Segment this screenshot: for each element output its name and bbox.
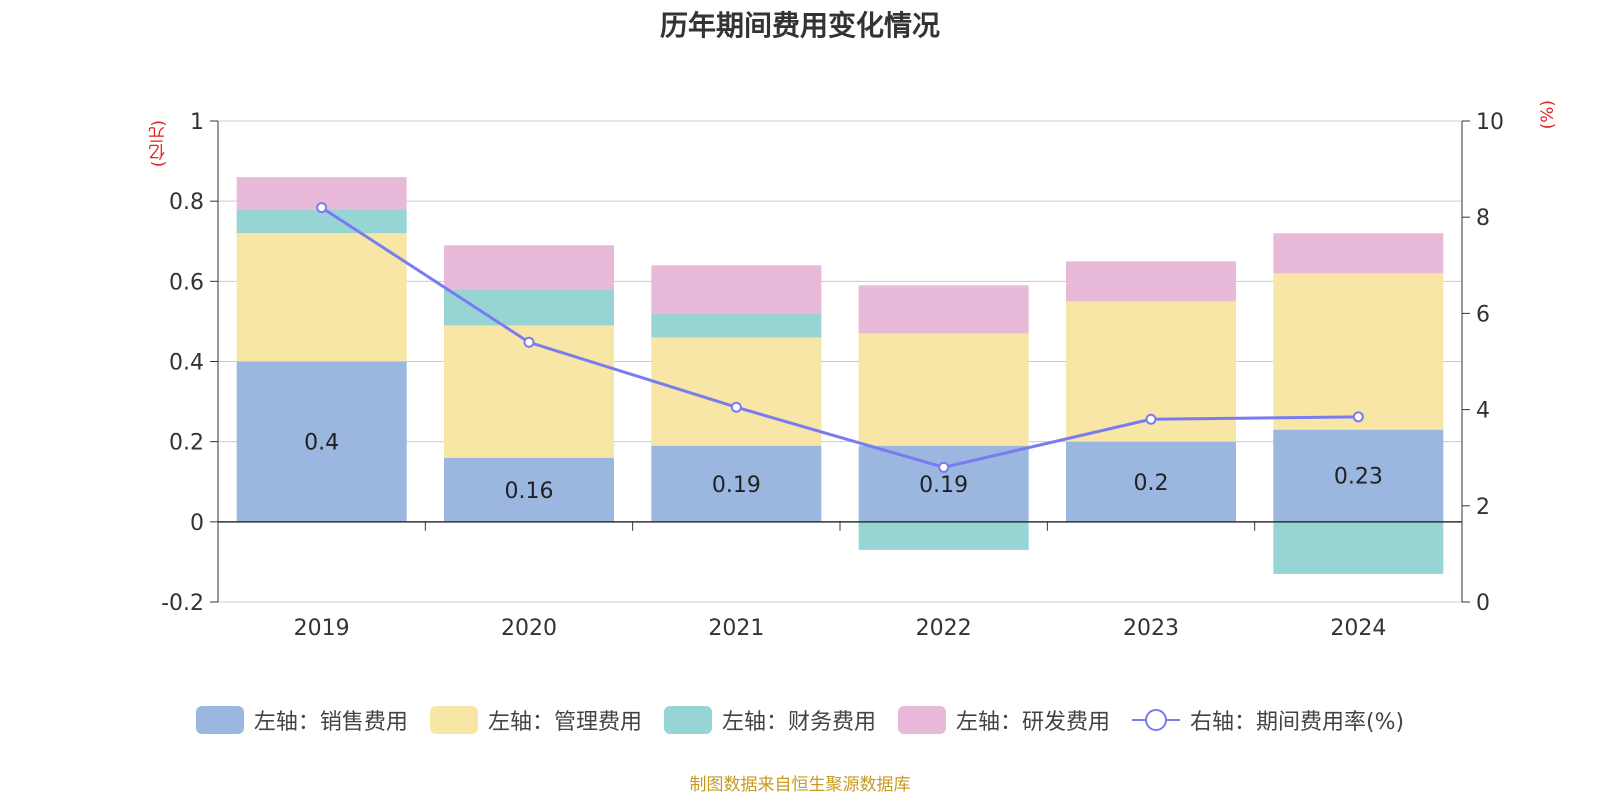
legend-item-sales[interactable]: 左轴：销售费用	[195, 704, 408, 736]
expense-rate-point-2022	[938, 461, 950, 473]
bar-segment-2-2024	[1273, 521, 1444, 574]
legend-label-sales: 左轴：销售费用	[253, 710, 408, 735]
expense-rate-point-2021	[730, 401, 742, 413]
bar-segment-3-2024	[1273, 233, 1444, 274]
right-tick-label: 8	[1476, 206, 1490, 231]
right-tick-label: 6	[1476, 302, 1490, 327]
left-tick-label: 0	[190, 511, 204, 536]
right-tick-label: 10	[1476, 110, 1504, 135]
legend-label-expense-rate: 右轴：期间费用率(%)	[1189, 710, 1405, 735]
chart-title: 历年期间费用变化情况	[659, 9, 940, 42]
bar-segment-1-2024	[1273, 273, 1444, 430]
left-tick-label: 1	[190, 110, 204, 135]
bar-segment-0-2019	[236, 361, 407, 522]
data-label: 0.23	[1334, 465, 1383, 490]
legend-line-marker-icon	[1131, 709, 1180, 731]
bar-segment-0-2022	[858, 445, 1029, 522]
bar-segment-0-2021	[651, 445, 822, 522]
legend-label-admin: 左轴：管理费用	[487, 710, 642, 735]
bar-segment-3-2022	[858, 285, 1029, 334]
legend-swatch-admin	[429, 706, 478, 734]
data-label: 0.19	[712, 473, 761, 498]
bar-segment-0-2023	[1066, 441, 1236, 522]
x-tick-label: 2024	[1330, 616, 1386, 641]
legend-swatch-finance	[663, 706, 712, 734]
data-label: 0.19	[919, 473, 968, 498]
data-label: 0.2	[1134, 471, 1169, 496]
x-tick-label: 2021	[708, 616, 764, 641]
right-tick-label: 4	[1476, 399, 1490, 424]
left-tick-label: 0.6	[169, 270, 204, 295]
bar-segment-0-2020	[444, 457, 614, 522]
bar-segment-3-2023	[1066, 261, 1236, 302]
x-tick-label: 2020	[501, 616, 557, 641]
x-tick-label: 2019	[294, 616, 350, 641]
data-label: 0.4	[304, 431, 339, 456]
expense-rate-point-2019	[316, 202, 328, 214]
expense-rate-point-2023	[1145, 413, 1157, 425]
left-tick-label: 0.4	[169, 351, 204, 376]
expense-rate-point-2024	[1352, 411, 1364, 423]
data-label: 0.16	[505, 479, 554, 504]
legend-item-expense-rate[interactable]: 右轴：期间费用率(%)	[1131, 704, 1405, 736]
bar-segment-3-2021	[651, 265, 822, 314]
bar-segment-0-2024	[1273, 429, 1444, 522]
left-tick-label: -0.2	[161, 591, 204, 616]
legend-label-rd: 左轴：研发费用	[955, 710, 1110, 735]
legend-item-admin[interactable]: 左轴：管理费用	[429, 704, 642, 736]
bar-segment-2-2022	[858, 521, 1029, 550]
legend-swatch-rd	[897, 706, 946, 734]
source-note: 制图数据来自恒生聚源数据库	[689, 775, 911, 795]
legend-item-finance[interactable]: 左轴：财务费用	[663, 704, 876, 736]
bar-segment-2-2019	[236, 209, 407, 234]
right-tick-label: 0	[1476, 591, 1490, 616]
expense-rate-point-2020	[523, 336, 535, 348]
bar-segment-2-2021	[651, 313, 822, 338]
left-tick-label: 0.8	[169, 190, 204, 215]
legend-label-finance: 左轴：财务费用	[721, 710, 876, 735]
expense-rate-line	[320, 206, 1359, 469]
bar-segment-2-2020	[444, 289, 614, 326]
legend-swatch-sales	[195, 706, 244, 734]
bar-segment-1-2019	[236, 233, 407, 362]
legend: 左轴：销售费用 左轴：管理费用 左轴：财务费用 左轴：研发费用 右轴：期间费用率…	[0, 704, 1600, 736]
x-tick-label: 2022	[916, 616, 972, 641]
right-tick-label: 2	[1476, 495, 1490, 520]
bar-segment-3-2020	[444, 245, 614, 290]
bar-segment-1-2021	[651, 337, 822, 446]
x-tick-label: 2023	[1123, 616, 1179, 641]
bar-segment-1-2022	[858, 333, 1029, 446]
legend-item-rd[interactable]: 左轴：研发费用	[897, 704, 1110, 736]
left-tick-label: 0.2	[169, 431, 204, 456]
